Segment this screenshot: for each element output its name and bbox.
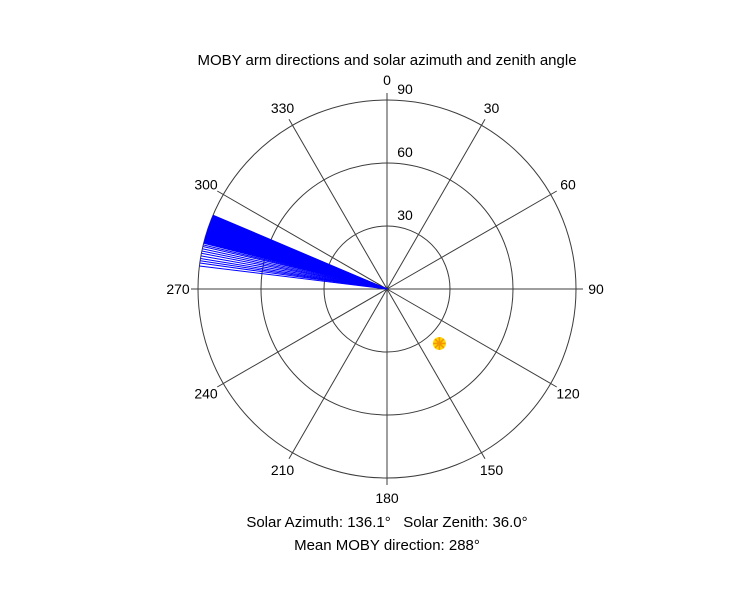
- angle-label: 120: [556, 386, 580, 402]
- angle-label: 30: [484, 100, 500, 116]
- grid-spoke: [217, 288, 388, 388]
- grid-spoke: [288, 288, 388, 459]
- angle-label: 150: [480, 462, 504, 478]
- grid-spoke: [386, 288, 486, 459]
- radius-label: 90: [397, 81, 413, 97]
- grid-spoke: [288, 119, 388, 290]
- angle-label: 240: [194, 386, 218, 402]
- grid-spoke: [386, 288, 557, 388]
- radius-label: 30: [397, 207, 413, 223]
- moby-arm-line: [212, 214, 388, 290]
- angle-label: 330: [271, 100, 295, 116]
- angle-label: 270: [166, 281, 190, 297]
- angle-label: 90: [588, 281, 604, 297]
- radius-label: 60: [397, 144, 413, 160]
- grid-spoke: [217, 190, 388, 290]
- angle-label: 210: [271, 462, 295, 478]
- angle-label: 300: [194, 177, 218, 193]
- solar-azimuth-zenith-readout: Solar Azimuth: 136.1° Solar Zenith: 36.0…: [246, 514, 528, 531]
- solar-marker-ray: [434, 338, 445, 349]
- angle-label: 180: [375, 490, 399, 506]
- angle-label: 60: [560, 177, 576, 193]
- grid-spoke: [386, 119, 486, 290]
- chart-title: MOBY arm directions and solar azimuth an…: [197, 52, 577, 69]
- mean-moby-direction-readout: Mean MOBY direction: 288°: [294, 537, 480, 554]
- grid-spoke: [386, 190, 557, 290]
- angle-label: 0: [383, 72, 391, 88]
